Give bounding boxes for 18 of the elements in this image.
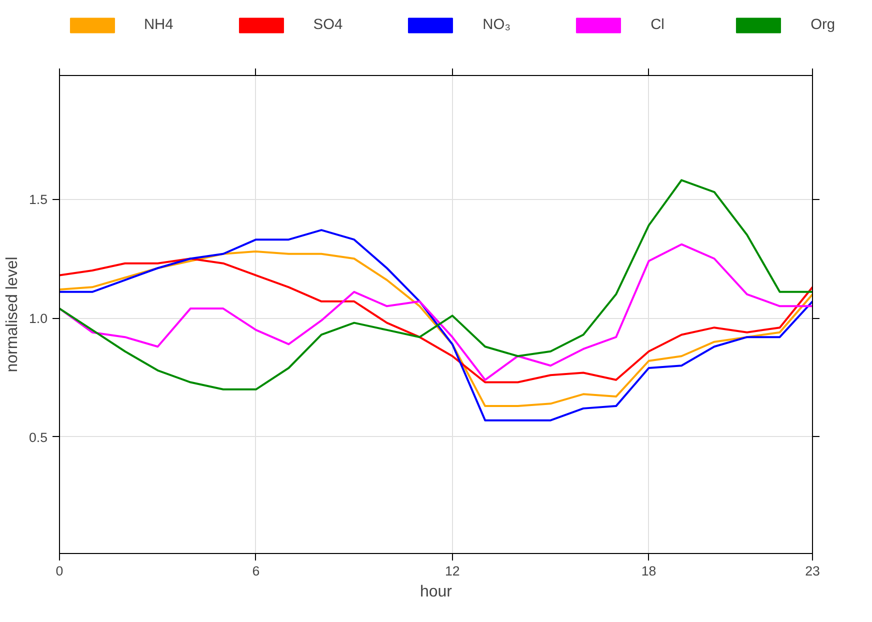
line-series xyxy=(60,229,812,422)
legend-label: NH4 xyxy=(144,17,174,33)
legend-label: Org xyxy=(810,17,836,33)
y-tick-label: 1.0 xyxy=(28,311,48,326)
line-series xyxy=(60,250,812,408)
x-tick-label: 6 xyxy=(252,564,260,578)
legend-label: Cl xyxy=(650,17,666,33)
line-series xyxy=(60,179,812,390)
legend-label: SO4 xyxy=(313,17,343,33)
y-axis-title: normalised level xyxy=(4,256,21,372)
legend-label: NO₃ xyxy=(482,17,511,33)
x-axis-title: hour xyxy=(420,584,453,600)
x-tick-label: 12 xyxy=(444,564,460,578)
x-tick-label: 23 xyxy=(805,564,820,578)
y-tick-label: 0.5 xyxy=(28,430,48,445)
x-tick-label: 0 xyxy=(56,564,64,578)
y-tick-label: 1.5 xyxy=(28,192,48,208)
x-tick-label: 18 xyxy=(641,564,656,578)
